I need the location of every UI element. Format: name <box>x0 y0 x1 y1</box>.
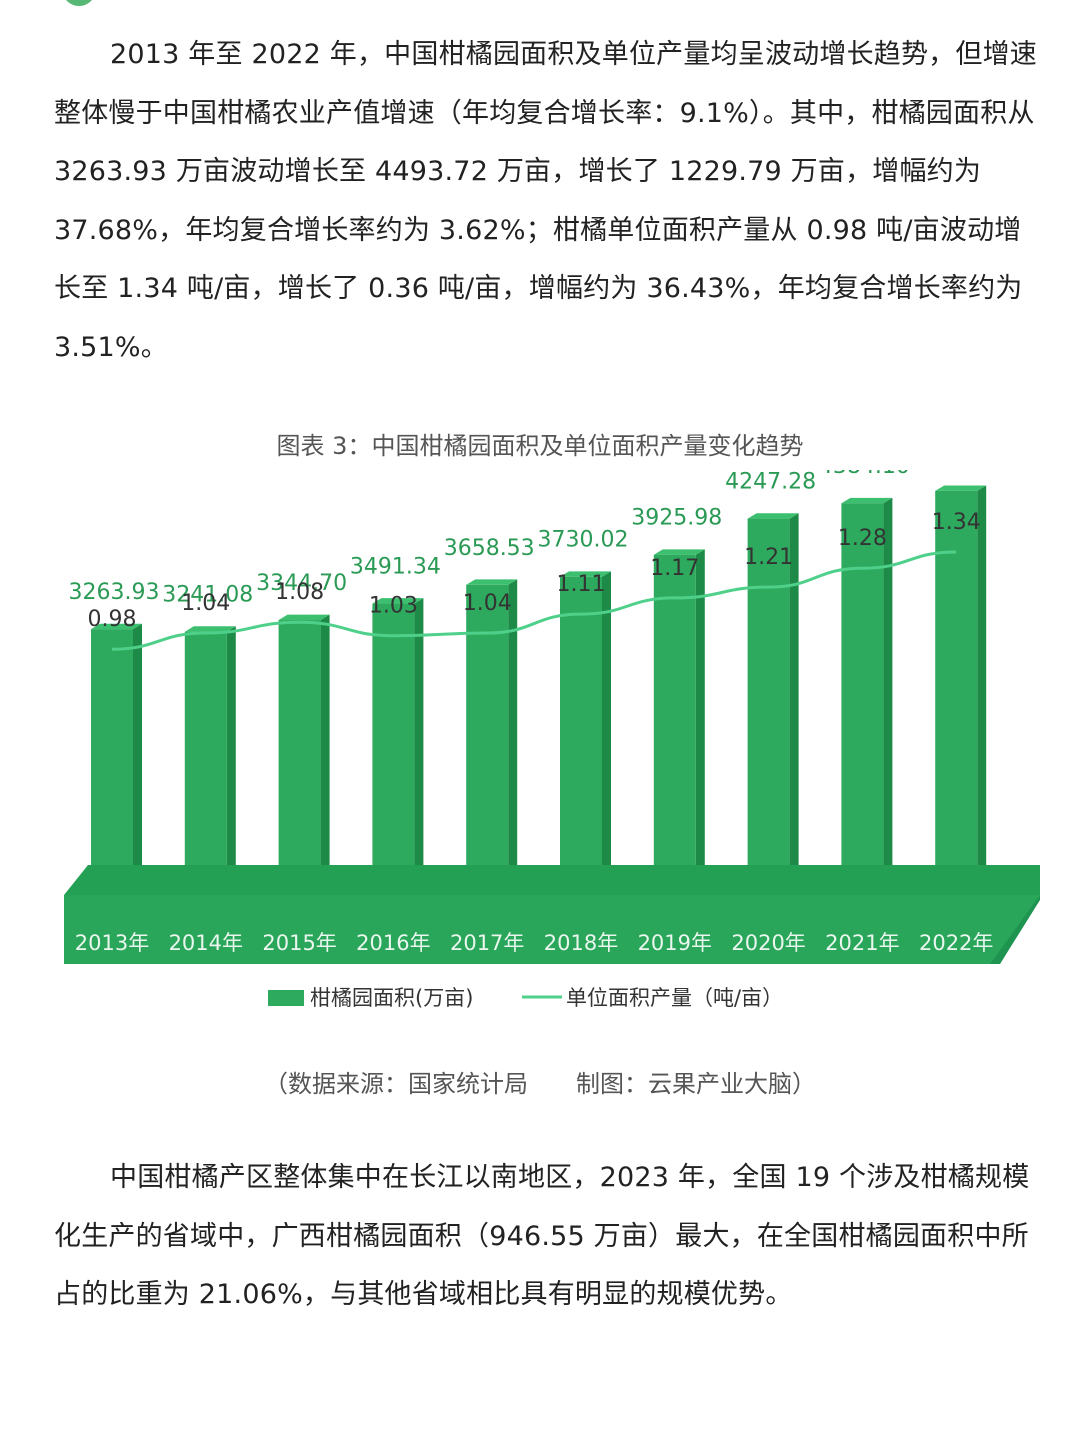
bar-top <box>560 571 611 577</box>
bar-top <box>91 623 142 630</box>
bar <box>184 631 227 865</box>
legend-label-area: 柑橘园面积(万亩) <box>310 986 473 1010</box>
bar-series <box>91 485 987 865</box>
bar-value-label: 4247.28 <box>725 470 816 495</box>
x-tick-label: 2014年 <box>169 931 243 955</box>
bar-side <box>226 626 236 865</box>
bar-top <box>372 598 424 604</box>
bar <box>653 554 696 865</box>
bar <box>560 576 602 865</box>
bar <box>747 518 790 865</box>
platform-top <box>64 865 1040 895</box>
line-value-label: 1.11 <box>557 572 606 597</box>
bar <box>91 629 133 865</box>
bar-top <box>935 485 987 491</box>
bar-side <box>695 549 705 865</box>
x-tick-label: 2021年 <box>825 931 899 955</box>
legend-label-yield: 单位面积产量（吨/亩） <box>566 986 783 1010</box>
x-tick-label: 2015年 <box>262 931 336 955</box>
chart-source: （数据来源：国家统计局 制图：云果产业大脑） <box>264 1070 816 1098</box>
line-value-label: 1.04 <box>181 591 230 616</box>
bar-side <box>414 598 424 865</box>
bar-side <box>789 513 799 865</box>
bar-side <box>977 485 987 865</box>
bar-top <box>184 626 236 632</box>
bar-value-label: 3730.02 <box>538 528 629 553</box>
line-value-label: 1.03 <box>369 594 418 619</box>
chart-base-platform <box>64 865 1040 964</box>
line-value-label: 1.08 <box>275 580 324 605</box>
bar-value-label: 3491.34 <box>350 555 441 580</box>
logo-mark <box>62 0 96 6</box>
line-value-label: 1.04 <box>463 591 512 616</box>
line-data-labels: 0.98 1.04 1.08 1.03 1.04 1.11 1.17 1.21 1.28 1.34 <box>88 510 981 632</box>
legend-swatch-bar <box>268 990 304 1006</box>
bar-value-label: 3263.93 <box>69 580 160 605</box>
line-value-label: 1.34 <box>932 510 981 535</box>
line-value-label: 1.21 <box>744 545 793 570</box>
bar-top <box>278 614 330 621</box>
bar <box>935 490 978 865</box>
x-tick-label: 2016年 <box>356 931 430 955</box>
x-tick-label: 2019年 <box>638 931 712 955</box>
bar-top <box>841 497 893 504</box>
bar-top <box>653 549 705 555</box>
x-tick-label: 2020年 <box>731 931 805 955</box>
line-path <box>111 550 957 651</box>
x-tick-label: 2017年 <box>450 931 524 955</box>
bar-top <box>466 579 518 585</box>
chart-title: 图表 3：中国柑橘园面积及单位面积产量变化趋势 <box>276 432 804 460</box>
bar-value-label: 3344.70 <box>256 571 347 596</box>
x-tick-label: 2022年 <box>919 931 993 955</box>
bar-side <box>133 623 142 865</box>
line-value-label: 1.28 <box>838 526 887 551</box>
bar-value-label: 3658.53 <box>444 536 535 561</box>
bar-side <box>602 571 611 865</box>
bar-side <box>508 579 518 865</box>
x-axis-ticks: 2013年 2014年 2015年 2016年 2017年 2018年 2019年 2020年… <box>75 931 994 955</box>
platform-side <box>990 895 1040 964</box>
bar-top <box>747 513 799 519</box>
bar <box>372 603 415 865</box>
legend: 柑橘园面积(万亩) 单位面积产量（吨/亩） <box>268 986 783 1010</box>
bar-side <box>883 497 893 865</box>
bar <box>466 584 509 865</box>
line-series <box>111 550 957 651</box>
bar-side <box>320 614 330 865</box>
bar <box>841 503 884 865</box>
bar-value-label: 3241.08 <box>162 583 253 608</box>
region-paragraph: 中国柑橘产区整体集中在长江以南地区，2023 年，全国 19 个涉及柑橘规模化生… <box>54 1162 1030 1310</box>
line-value-label: 1.17 <box>650 556 699 581</box>
intro-paragraph: 2013 年至 2022 年，中国柑橘园面积及单位产量均呈波动增长趋势，但增速整… <box>54 39 1037 363</box>
x-tick-label: 2013年 <box>75 931 149 955</box>
bar-value-label: 4384.10 <box>819 470 910 479</box>
platform-front <box>64 895 1040 964</box>
bar <box>278 620 321 865</box>
bar-value-label: 3925.98 <box>631 506 722 531</box>
x-tick-label: 2018年 <box>544 931 618 955</box>
line-value-label: 0.98 <box>88 607 137 632</box>
